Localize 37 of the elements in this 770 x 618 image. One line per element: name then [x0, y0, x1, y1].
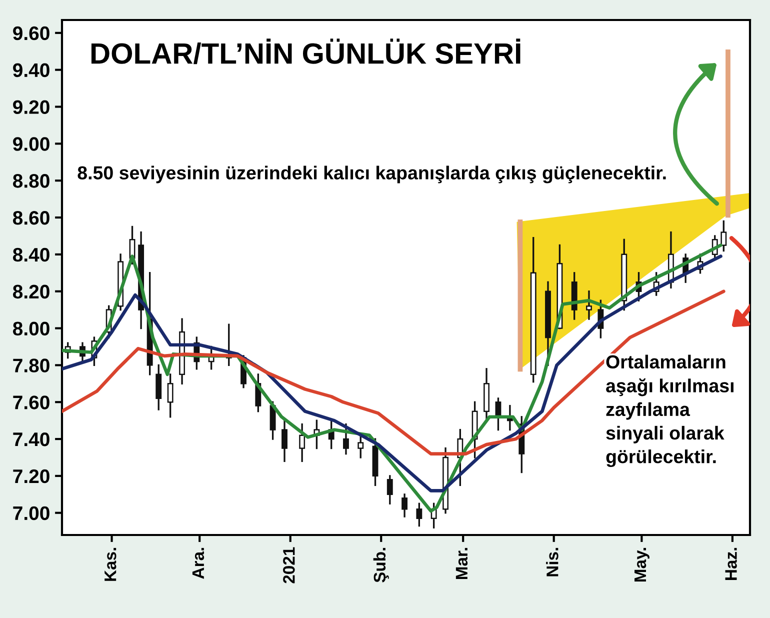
y-tick-label: 7.80 — [13, 358, 50, 372]
candlestick — [167, 374, 174, 418]
candlestick — [386, 475, 393, 504]
x-tick-label: Haz. — [725, 548, 737, 580]
candlestick — [299, 423, 306, 462]
candlestick — [343, 423, 349, 455]
y-tick-label: 7.00 — [13, 506, 50, 520]
x-tick-label: 2021 — [283, 547, 295, 584]
candlestick — [282, 420, 288, 462]
y-tick-label: 9.40 — [13, 63, 50, 78]
y-tick-label: 8.60 — [12, 210, 50, 225]
y-tick-label: 7.40 — [13, 432, 50, 446]
x-tick-label: Kas. — [104, 548, 116, 581]
y-tick-label: 9.60 — [13, 26, 50, 40]
y-tick-label: 7.60 — [13, 396, 50, 410]
x-tick-label: Mar. — [456, 548, 468, 580]
y-tick-label: 8.80 — [12, 174, 50, 188]
text: DOLAR/TL’NİN GÜNLÜK SEYRİ — [91, 38, 520, 64]
y-tick-label: 8.00 — [12, 322, 50, 336]
candlestick — [358, 434, 364, 458]
y-tick-label: 8.20 — [12, 284, 50, 299]
annotation: Ortalamaların aşağı kırılması zayfılama sinyali olarak görülecektir. — [606, 354, 734, 468]
annotation: 8.50 seviyesinin üzerindeki kalıcı kapanışlarda çıkış güçlenecektir. — [78, 166, 666, 184]
candlestick — [270, 401, 276, 440]
x-tick-label: May. — [634, 548, 650, 582]
x-tick-label: Şub. — [373, 548, 389, 582]
candlestick — [402, 494, 408, 518]
candlestick — [416, 502, 422, 527]
y-tick-label: 9.20 — [13, 100, 50, 114]
candlestick — [156, 364, 162, 410]
y-tick-label: 9.00 — [13, 137, 50, 151]
x-tick-label: Ara. — [192, 548, 204, 579]
candlestick — [720, 220, 727, 252]
x-tick-label: Nis. — [546, 548, 558, 576]
y-tick-label: 7.20 — [13, 469, 50, 484]
y-tick-label: 8.40 — [12, 248, 50, 262]
candlestick — [586, 290, 592, 320]
